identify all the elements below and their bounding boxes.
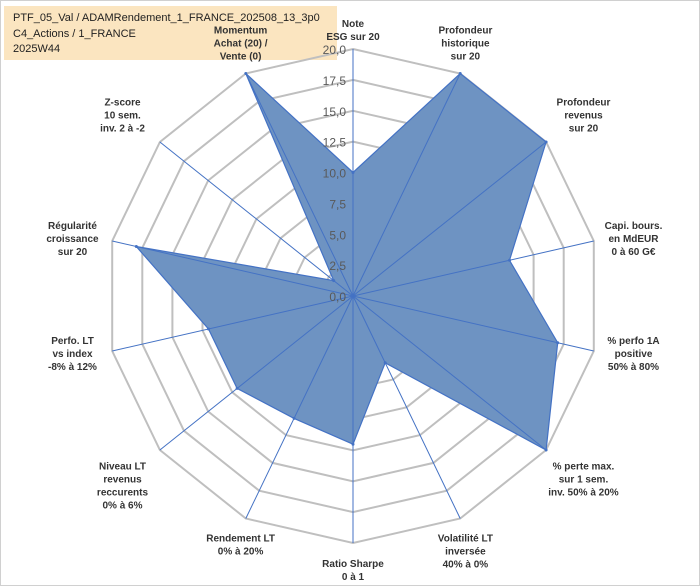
axis-spoke-6 bbox=[352, 295, 461, 519]
axis-label-6-line-0: Volatilité LT bbox=[438, 533, 493, 544]
axis-spoke-4 bbox=[352, 295, 594, 352]
tick-label-7: 17,5 bbox=[323, 74, 347, 88]
axis-spoke-3 bbox=[352, 240, 594, 297]
axis-label-9-line-3: 0% à 6% bbox=[102, 501, 142, 512]
axis-label-12-line-2: inv. 2 à -2 bbox=[100, 124, 145, 135]
axis-label-3-line-0: Capi. bours. bbox=[605, 221, 663, 232]
axis-label-1-line-0: Profondeur bbox=[438, 26, 492, 37]
chart-title-box: PTF_05_Val / ADAMRendement_1_FRANCE_2025… bbox=[4, 6, 337, 60]
data-point-8 bbox=[292, 416, 296, 420]
axis-label-12-line-1: 10 sem. bbox=[104, 111, 141, 122]
axis-label-3: Capi. bours. en MdEUR 0 à 60 G€ bbox=[605, 221, 663, 258]
axis-label-0-line-1: ESG sur 20 bbox=[326, 32, 380, 43]
axis-label-11-line-2: sur 20 bbox=[58, 247, 88, 258]
data-point-10 bbox=[207, 327, 210, 331]
axis-label-2-line-2: sur 20 bbox=[569, 124, 599, 135]
axis-spoke-9 bbox=[159, 295, 354, 451]
axis-label-8-line-0: Rendement LT bbox=[206, 533, 275, 544]
data-point-1 bbox=[458, 72, 462, 75]
data-point-11 bbox=[134, 245, 138, 248]
axis-spoke-13 bbox=[245, 73, 354, 297]
tick-label-3: 7,5 bbox=[329, 197, 346, 211]
axis-spoke-8 bbox=[245, 295, 354, 519]
axis-label-6: Volatilité LT inversée 40% à 0% bbox=[438, 533, 493, 570]
axis-label-1: Profondeur historique sur 20 bbox=[438, 26, 492, 63]
axis-label-6-line-2: 40% à 0% bbox=[443, 559, 489, 570]
axis-label-10: Perfo. LT vs index -8% à 12% bbox=[48, 336, 97, 373]
axis-label-13: Momentum Achat (20) / Vente (0) bbox=[214, 26, 268, 63]
data-point-13 bbox=[244, 72, 248, 75]
data-point-0 bbox=[351, 171, 355, 174]
chart-title-line-1: PTF_05_Val / ADAMRendement_1_FRANCE_2025… bbox=[13, 12, 320, 24]
axis-label-2-line-1: revenus bbox=[564, 111, 603, 122]
axis-label-12: Z-score 10 sem. inv. 2 à -2 bbox=[100, 98, 145, 135]
axis-label-4-line-2: 50% à 80% bbox=[608, 362, 659, 373]
axis-label-7: Ratio Sharpe 0 à 1 bbox=[322, 559, 384, 583]
axis-spoke-10 bbox=[112, 295, 354, 352]
axis-label-9: Niveau LT revenus reccurents 0% à 6% bbox=[97, 462, 149, 512]
axis-label-1-line-1: historique bbox=[441, 39, 490, 50]
axis-label-5-line-1: sur 1 sem. bbox=[559, 475, 609, 486]
axis-label-10-line-0: Perfo. LT bbox=[51, 336, 94, 347]
axis-label-5-line-2: inv. 50% à 20% bbox=[548, 488, 619, 499]
axis-label-8: Rendement LT 0% à 20% bbox=[206, 533, 275, 557]
axis-label-5-line-0: % perte max. bbox=[553, 462, 615, 473]
axis-label-13-line-1: Achat (20) / bbox=[214, 39, 268, 50]
axis-label-10-line-2: -8% à 12% bbox=[48, 362, 97, 373]
tick-label-8: 20,0 bbox=[323, 43, 347, 57]
axis-label-3-line-1: en MdEUR bbox=[609, 234, 660, 245]
axis-label-11-line-1: croissance bbox=[46, 234, 99, 245]
axis-label-8-line-1: 0% à 20% bbox=[218, 546, 264, 557]
data-point-6 bbox=[383, 361, 387, 365]
axis-label-10-line-1: vs index bbox=[52, 349, 92, 360]
axis-spoke-5 bbox=[352, 295, 547, 451]
axis-label-0-line-0: Note bbox=[342, 19, 365, 30]
axis-label-7-line-0: Ratio Sharpe bbox=[322, 559, 384, 570]
data-point-7 bbox=[351, 442, 355, 446]
axis-label-3-line-2: 0 à 60 G€ bbox=[612, 247, 656, 258]
axis-label-9-line-1: revenus bbox=[103, 475, 142, 486]
axis-label-0: Note ESG sur 20 bbox=[326, 19, 380, 43]
axis-spoke-2 bbox=[352, 141, 547, 297]
axis-label-2: Profondeur revenus sur 20 bbox=[557, 98, 611, 135]
chart-title-line-3: 2025W44 bbox=[13, 43, 61, 55]
tick-label-5: 12,5 bbox=[323, 136, 347, 150]
axis-label-11: Régularité croissance sur 20 bbox=[46, 221, 99, 258]
axis-label-9-line-0: Niveau LT bbox=[99, 462, 146, 473]
axis-label-4-line-1: positive bbox=[615, 349, 653, 360]
axis-spoke-1 bbox=[352, 73, 461, 297]
axis-label-1-line-2: sur 20 bbox=[451, 52, 481, 63]
axis-label-13-line-2: Vente (0) bbox=[220, 52, 262, 63]
tick-label-4: 10,0 bbox=[323, 167, 347, 181]
data-point-3 bbox=[508, 258, 511, 262]
data-point-12 bbox=[332, 279, 336, 283]
axis-label-4-line-0: % perfo 1A bbox=[607, 336, 659, 347]
axis-label-11-line-0: Régularité bbox=[48, 221, 97, 232]
tick-label-6: 15,0 bbox=[323, 105, 347, 119]
tick-label-0: 0,0 bbox=[329, 290, 346, 304]
data-point-9 bbox=[235, 386, 239, 390]
chart-title-line-2: C4_Actions / 1_FRANCE bbox=[13, 28, 136, 40]
axis-label-7-line-1: 0 à 1 bbox=[342, 572, 365, 583]
axis-label-4: % perfo 1A positive 50% à 80% bbox=[607, 336, 659, 373]
axis-spoke-12 bbox=[159, 141, 354, 297]
tick-label-2: 5,0 bbox=[329, 228, 346, 242]
axis-label-6-line-1: inversée bbox=[445, 546, 486, 557]
data-point-4 bbox=[556, 341, 560, 345]
axis-label-13-line-0: Momentum bbox=[214, 26, 267, 37]
axis-label-9-line-2: reccurents bbox=[97, 488, 149, 499]
data-point-5 bbox=[544, 448, 548, 452]
axis-label-2-line-0: Profondeur bbox=[557, 98, 611, 109]
axis-label-5: % perte max. sur 1 sem. inv. 50% à 20% bbox=[548, 462, 619, 499]
axis-spoke-11 bbox=[112, 240, 354, 297]
data-point-2 bbox=[544, 140, 548, 144]
axis-label-12-line-0: Z-score bbox=[104, 98, 141, 109]
tick-label-1: 2,5 bbox=[329, 259, 346, 273]
